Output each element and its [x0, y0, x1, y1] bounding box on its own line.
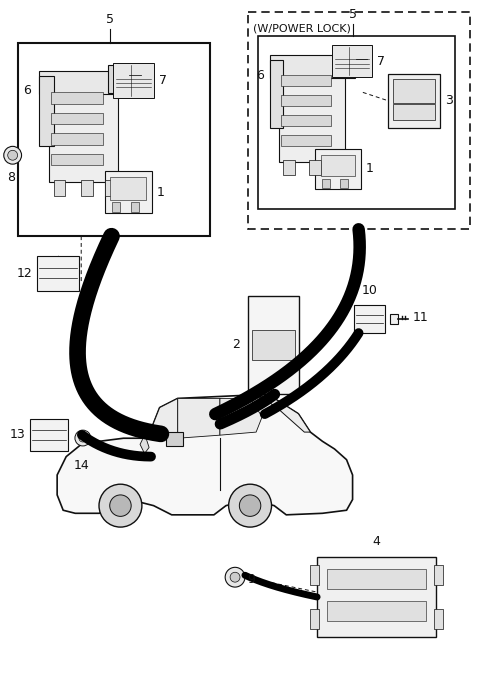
Text: 7: 7 [377, 55, 384, 68]
Bar [394, 79, 434, 103]
Text: 12: 12 [17, 267, 33, 280]
Text: 11: 11 [413, 311, 429, 324]
Circle shape [4, 146, 22, 164]
Bar [270, 56, 355, 78]
Bar [354, 305, 385, 333]
Text: 5: 5 [348, 7, 357, 21]
Bar [39, 71, 128, 94]
Circle shape [79, 434, 87, 442]
Bar [54, 180, 65, 196]
Text: 13: 13 [10, 429, 25, 441]
Polygon shape [178, 398, 220, 438]
Bar [279, 73, 345, 162]
Bar [336, 49, 356, 77]
Bar [326, 569, 426, 589]
Text: 14: 14 [74, 458, 90, 472]
Bar [51, 154, 103, 165]
Bar [81, 180, 93, 196]
Bar [332, 45, 372, 77]
Bar [434, 565, 443, 585]
Bar [258, 36, 456, 209]
Bar [112, 202, 120, 212]
Text: 6: 6 [24, 85, 31, 97]
Bar [110, 177, 146, 200]
Polygon shape [140, 438, 149, 454]
Polygon shape [268, 398, 311, 432]
Bar [281, 135, 331, 146]
Bar [108, 65, 130, 93]
Bar [248, 295, 300, 394]
Bar [131, 202, 139, 212]
Text: 7: 7 [159, 74, 168, 87]
Bar [105, 171, 152, 213]
Bar [394, 104, 434, 120]
Text: 1: 1 [157, 185, 165, 198]
Circle shape [228, 484, 272, 527]
Text: 3: 3 [444, 94, 453, 107]
Bar [18, 43, 210, 236]
Bar [51, 92, 103, 104]
Bar [281, 95, 331, 106]
Text: 2: 2 [232, 338, 240, 351]
Bar [281, 115, 331, 126]
Bar [310, 565, 319, 585]
Bar [390, 314, 398, 324]
Bar [326, 601, 426, 621]
Polygon shape [57, 395, 353, 515]
Bar [322, 179, 330, 188]
Bar [434, 609, 443, 629]
Bar [39, 76, 54, 146]
Bar [51, 133, 103, 145]
Bar [51, 112, 103, 124]
Text: 9: 9 [247, 573, 255, 586]
Circle shape [110, 495, 131, 517]
Circle shape [75, 430, 91, 446]
Bar [388, 74, 440, 128]
Bar [37, 256, 79, 290]
Bar [105, 180, 117, 196]
Bar [30, 419, 68, 451]
Bar [166, 432, 183, 446]
Bar [113, 63, 155, 97]
Text: 4: 4 [372, 535, 380, 548]
Bar [340, 179, 348, 188]
Polygon shape [147, 398, 178, 438]
Bar [248, 12, 470, 230]
Circle shape [8, 150, 18, 160]
Circle shape [225, 567, 245, 587]
Text: 10: 10 [361, 284, 377, 297]
Circle shape [99, 484, 142, 527]
Bar [332, 160, 344, 175]
Bar [315, 149, 360, 189]
Text: 8: 8 [7, 171, 15, 184]
Text: 6: 6 [256, 68, 264, 82]
Bar [281, 75, 331, 87]
Circle shape [230, 572, 240, 582]
Circle shape [240, 495, 261, 517]
Text: (W/POWER LOCK): (W/POWER LOCK) [253, 24, 351, 34]
Bar [283, 160, 295, 175]
Bar [310, 160, 321, 175]
Bar [317, 557, 436, 636]
Bar [49, 89, 118, 182]
Bar [270, 60, 283, 128]
Polygon shape [220, 398, 262, 435]
Bar [252, 330, 295, 359]
Text: 5: 5 [106, 13, 114, 26]
Bar [321, 154, 355, 177]
Text: 1: 1 [366, 162, 373, 175]
Bar [310, 609, 319, 629]
